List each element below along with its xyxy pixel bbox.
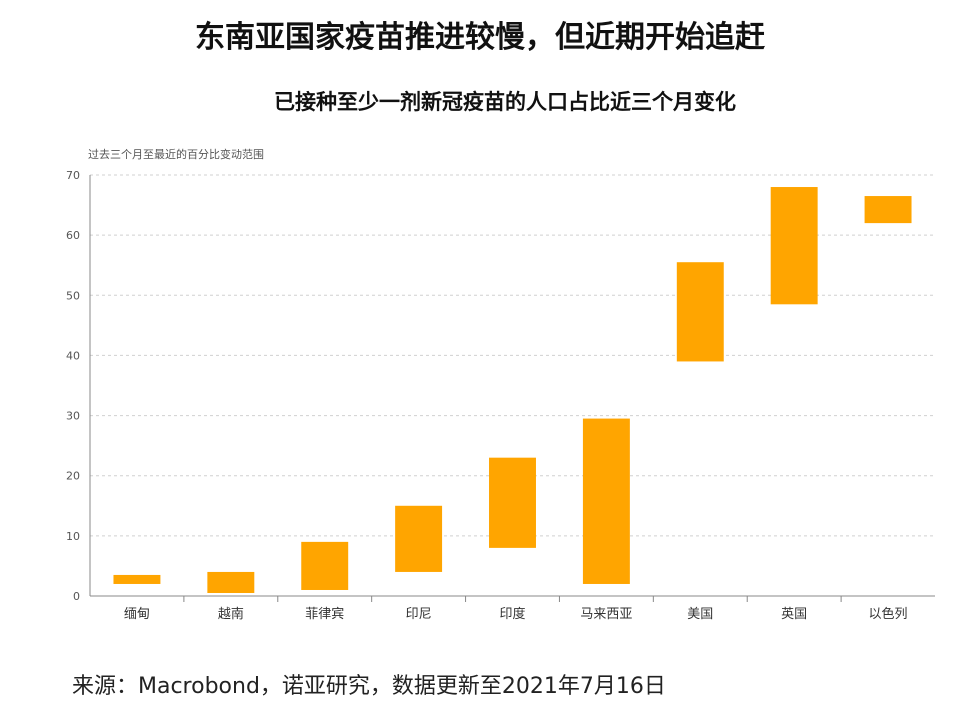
y-tick-label: 60 xyxy=(66,229,80,242)
y-tick-label: 0 xyxy=(73,590,80,603)
x-tick-label: 印尼 xyxy=(406,607,432,622)
x-tick-label: 缅甸 xyxy=(124,607,150,622)
x-tick-label: 菲律宾 xyxy=(305,606,344,622)
y-tick-label: 30 xyxy=(66,410,80,423)
x-axis: 缅甸 越南 菲律宾 印尼 印度 马来西亚 美国 英国 以色列 xyxy=(90,595,935,622)
x-tick-label: 英国 xyxy=(781,607,807,622)
x-tick-label: 印度 xyxy=(499,606,525,622)
bar-1 xyxy=(113,574,161,584)
x-tick-label: 美国 xyxy=(687,607,713,622)
chart-title: 东南亚国家疫苗推进较慢，但近期开始追赶 xyxy=(195,20,765,55)
bar-5 xyxy=(489,457,536,548)
y-tick-label: 40 xyxy=(66,349,80,362)
x-tick-label: 马来西亚 xyxy=(580,607,632,622)
y-tick-label: 20 xyxy=(66,470,80,483)
chart-subtitle: 已接种至少一剂新冠疫苗的人口占比近三个月变化 xyxy=(274,90,736,114)
bar-2 xyxy=(207,571,255,593)
bar-8 xyxy=(770,187,818,305)
bar-7 xyxy=(676,262,724,362)
source-note: 来源：Macrobond，诺亚研究，数据更新至2021年7月16日 xyxy=(72,674,666,699)
bars xyxy=(113,187,912,593)
y-axis: 0 10 20 30 40 50 60 70 xyxy=(66,169,91,603)
y-axis-note: 过去三个月至最近的百分比变动范围 xyxy=(88,148,264,161)
bar-4 xyxy=(395,505,443,572)
y-tick-label: 10 xyxy=(66,530,80,543)
bar-6 xyxy=(582,418,630,584)
x-tick-label: 越南 xyxy=(218,606,244,622)
bar-9 xyxy=(864,196,912,224)
bar-3 xyxy=(301,541,349,590)
x-tick-label: 以色列 xyxy=(869,606,908,622)
y-tick-label: 50 xyxy=(66,289,80,302)
y-tick-label: 70 xyxy=(66,169,80,182)
